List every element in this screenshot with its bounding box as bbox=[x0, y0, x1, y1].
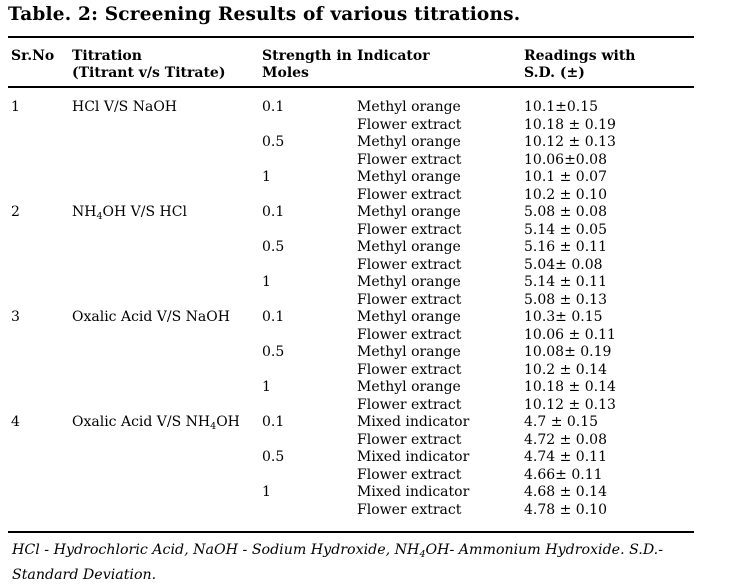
footnote-subscript: 4 bbox=[419, 549, 426, 560]
row-strength: 1 bbox=[262, 379, 271, 395]
row-reading: 10.08± 0.19 bbox=[524, 344, 612, 360]
row-indicator: Flower extract bbox=[357, 326, 462, 343]
row-reading: 5.16 ± 0.11 bbox=[524, 239, 607, 255]
group-titration: HCl V/S NaOH bbox=[72, 99, 177, 121]
row-indicator: Methyl orange bbox=[357, 169, 461, 185]
titration-subscript: 4 bbox=[96, 211, 103, 222]
row-reading: 4.66± 0.11 bbox=[524, 466, 603, 483]
row-indicator: Methyl orange bbox=[357, 274, 461, 290]
header-srno: Sr.No bbox=[11, 48, 55, 64]
row-reading: 10.06 ± 0.11 bbox=[524, 326, 616, 343]
row-reading: 5.04± 0.08 bbox=[524, 256, 603, 273]
header-titration: Titration (Titrant v/s Titrate) bbox=[72, 48, 225, 82]
row-indicator: Flower extract bbox=[357, 116, 462, 133]
row-reading: 10.12 ± 0.13 bbox=[524, 396, 616, 413]
header-strength-line2: Moles bbox=[262, 65, 309, 81]
row-reading: 10.3± 0.15 bbox=[524, 309, 603, 325]
row-reading: 5.14 ± 0.05 bbox=[524, 221, 607, 238]
header-strength-line1: Strength in bbox=[262, 48, 352, 64]
row-reading: 10.1±0.15 bbox=[524, 99, 599, 115]
row-strength: 0.5 bbox=[262, 449, 285, 465]
row-reading: 10.06±0.08 bbox=[524, 151, 607, 168]
group-sr: 4 bbox=[11, 414, 20, 430]
header-rule bbox=[8, 86, 694, 88]
row-indicator: Flower extract bbox=[357, 256, 462, 273]
group-titration: NH4OH V/S HCl bbox=[72, 204, 187, 226]
row-reading: 5.08 ± 0.13 bbox=[524, 291, 607, 308]
row-strength: 0.5 bbox=[262, 344, 285, 360]
titration-text: Oxalic Acid V/S NaOH bbox=[72, 309, 230, 325]
footnote-text-end: OH- Ammonium Hydroxide. S.D.- Standard D… bbox=[12, 542, 663, 583]
row-reading: 10.2 ± 0.14 bbox=[524, 361, 607, 378]
row-indicator: Methyl orange bbox=[357, 344, 461, 360]
header-readings: Readings with S.D. (±) bbox=[524, 48, 635, 82]
row-indicator: Mixed indicator bbox=[357, 414, 470, 430]
row-strength: 1 bbox=[262, 484, 271, 500]
top-rule bbox=[8, 36, 694, 38]
footnote: HCl - Hydrochloric Acid, NaOH - Sodium H… bbox=[12, 540, 727, 585]
row-indicator: Flower extract bbox=[357, 466, 462, 483]
row-indicator: Flower extract bbox=[357, 291, 462, 308]
row-indicator: Methyl orange bbox=[357, 99, 461, 115]
row-strength: 0.1 bbox=[262, 204, 285, 220]
header-readings-line1: Readings with bbox=[524, 48, 636, 64]
row-strength: 0.1 bbox=[262, 309, 285, 325]
row-reading: 10.2 ± 0.10 bbox=[524, 186, 607, 203]
row-strength: 0.1 bbox=[262, 414, 285, 430]
row-reading: 4.72 ± 0.08 bbox=[524, 431, 607, 448]
row-reading: 5.08 ± 0.08 bbox=[524, 204, 607, 220]
titration-text-end: OH V/S HCl bbox=[102, 204, 187, 220]
row-reading: 4.7 ± 0.15 bbox=[524, 414, 599, 430]
row-indicator: Flower extract bbox=[357, 221, 462, 238]
header-readings-line2: S.D. (±) bbox=[524, 65, 585, 81]
titration-text: NH bbox=[72, 204, 97, 220]
row-reading: 10.1 ± 0.07 bbox=[524, 169, 607, 185]
row-indicator: Mixed indicator bbox=[357, 484, 470, 500]
row-indicator: Flower extract bbox=[357, 431, 462, 448]
row-reading: 10.12 ± 0.13 bbox=[524, 134, 616, 150]
row-indicator: Mixed indicator bbox=[357, 449, 470, 465]
row-strength: 0.1 bbox=[262, 99, 285, 115]
row-indicator: Flower extract bbox=[357, 151, 462, 168]
titration-text-end: OH bbox=[216, 414, 240, 430]
row-reading: 10.18 ± 0.19 bbox=[524, 116, 616, 133]
row-indicator: Flower extract bbox=[357, 361, 462, 378]
titration-subscript: 4 bbox=[210, 421, 217, 432]
row-strength: 0.5 bbox=[262, 134, 285, 150]
row-indicator: Methyl orange bbox=[357, 134, 461, 150]
header-strength: Strength in Moles bbox=[262, 48, 352, 82]
row-indicator: Methyl orange bbox=[357, 204, 461, 220]
row-indicator: Methyl orange bbox=[357, 239, 461, 255]
row-reading: 4.68 ± 0.14 bbox=[524, 484, 607, 500]
row-strength: 0.5 bbox=[262, 239, 285, 255]
titration-text: Oxalic Acid V/S NH bbox=[72, 414, 211, 430]
header-titration-line2: (Titrant v/s Titrate) bbox=[72, 65, 226, 81]
group-titration: Oxalic Acid V/S NH4OH bbox=[72, 414, 240, 436]
group-sr: 1 bbox=[11, 99, 20, 115]
row-indicator: Flower extract bbox=[357, 396, 462, 413]
group-sr: 2 bbox=[11, 204, 20, 220]
group-sr: 3 bbox=[11, 309, 20, 325]
row-indicator: Flower extract bbox=[357, 501, 462, 518]
row-indicator: Flower extract bbox=[357, 186, 462, 203]
row-reading: 4.78 ± 0.10 bbox=[524, 501, 607, 518]
group-titration: Oxalic Acid V/S NaOH bbox=[72, 309, 230, 331]
row-reading: 10.18 ± 0.14 bbox=[524, 379, 616, 395]
table-title: Table. 2: Screening Results of various t… bbox=[8, 4, 521, 25]
titration-text: HCl V/S NaOH bbox=[72, 99, 177, 115]
row-indicator: Methyl orange bbox=[357, 309, 461, 325]
row-reading: 5.14 ± 0.11 bbox=[524, 274, 607, 290]
row-indicator: Methyl orange bbox=[357, 379, 461, 395]
bottom-rule bbox=[8, 531, 694, 533]
row-reading: 4.74 ± 0.11 bbox=[524, 449, 607, 465]
row-strength: 1 bbox=[262, 169, 271, 185]
header-indicator: Indicator bbox=[357, 48, 430, 64]
footnote-text: HCl - Hydrochloric Acid, NaOH - Sodium H… bbox=[12, 542, 420, 558]
row-strength: 1 bbox=[262, 274, 271, 290]
header-titration-line1: Titration bbox=[72, 48, 142, 64]
